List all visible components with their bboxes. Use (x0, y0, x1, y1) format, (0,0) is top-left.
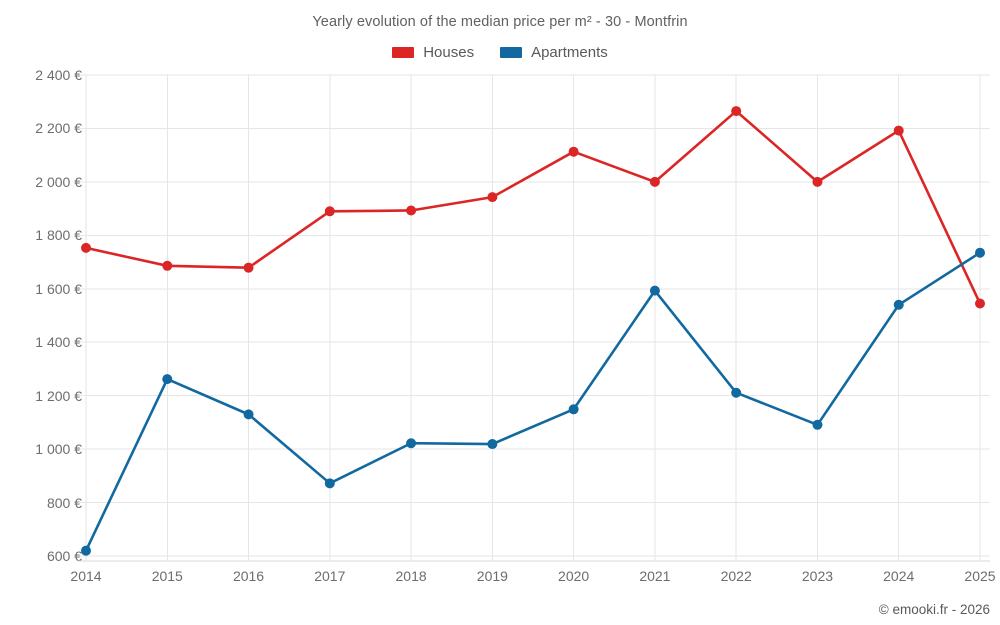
y-axis-tick-label: 1 000 € (35, 441, 82, 458)
x-axis-tick-label-2014: 2014 (70, 568, 102, 584)
data-point-apartments-2021[interactable]: 2021 — Apartments: 1593 € (649, 285, 660, 296)
data-point-houses-2016[interactable]: 2016 — Houses: 1679 € (243, 262, 254, 273)
legend-item-houses[interactable]: Houses (392, 44, 474, 61)
y-axis-tick-label: 1 400 € (35, 334, 82, 351)
data-point-apartments-2014[interactable]: 2014 — Apartments: 620 € (81, 545, 91, 556)
data-point-houses-2014[interactable]: 2014 — Houses: 1753 € (81, 242, 91, 253)
data-point-apartments-2016[interactable]: 2016 — Apartments: 1130 € (243, 409, 254, 420)
data-point-apartments-2022[interactable]: 2022 — Apartments: 1211 € (731, 387, 742, 398)
data-point-apartments-2018[interactable]: 2018 — Apartments: 1022 € (406, 438, 417, 449)
y-axis-tick-label: 600 € (46, 548, 82, 564)
data-point-houses-2025[interactable]: 2025 — Houses: 1545 € (975, 298, 985, 309)
y-axis-tick-label: 1 600 € (35, 280, 82, 297)
y-axis-tick-label: 2 000 € (35, 173, 82, 190)
data-point-houses-2020[interactable]: 2020 — Houses: 2113 € (568, 146, 579, 157)
data-point-apartments-2015[interactable]: 2015 — Apartments: 1262 € (162, 374, 173, 385)
data-point-houses-2015[interactable]: 2015 — Houses: 1686 € (162, 260, 173, 271)
legend-label-houses: Houses (423, 44, 475, 61)
x-axis-tick-label-2016: 2016 (232, 568, 265, 584)
x-axis-tick-label-2017: 2017 (314, 568, 346, 584)
chart-legend: Houses Apartments (0, 44, 1000, 61)
y-axis-tick-label: 800 € (46, 494, 82, 511)
series-line-apartments (84, 251, 982, 552)
x-axis-tick-label-2015: 2015 (151, 568, 183, 584)
data-point-apartments-2020[interactable]: 2020 — Apartments: 1149 € (568, 404, 579, 415)
x-axis-tick-label-2019: 2019 (476, 568, 508, 584)
x-axis-tick-label-2024: 2024 (883, 568, 915, 584)
legend-swatch-apartments (500, 47, 523, 58)
copyright-credit: © emooki.fr - 2026 (878, 602, 990, 617)
y-axis-tick-label: 2 200 € (35, 120, 82, 137)
data-point-houses-2022[interactable]: 2022 — Houses: 2265 € (731, 106, 742, 117)
data-point-apartments-2017[interactable]: 2017 — Apartments: 872 € (324, 478, 335, 489)
x-axis-tick-label-2023: 2023 (801, 568, 834, 584)
y-axis-tick-label: 2 400 € (35, 67, 82, 83)
data-point-apartments-2024[interactable]: 2024 — Apartments: 1540 € (893, 299, 904, 310)
data-point-apartments-2023[interactable]: 2023 — Apartments: 1091 € (812, 419, 823, 430)
data-point-houses-2019[interactable]: 2019 — Houses: 1943 € (487, 192, 498, 203)
y-axis-tick-label: 1 200 € (35, 387, 82, 404)
x-axis-tick-label-2025: 2025 (964, 568, 996, 584)
legend-item-apartments[interactable]: Apartments (500, 44, 608, 61)
x-axis-tick-label-2021: 2021 (639, 568, 671, 584)
x-axis-tick-label-2022: 2022 (720, 568, 752, 584)
y-axis-tick-label: 1 800 € (35, 227, 82, 244)
chart-title: Yearly evolution of the median price per… (312, 14, 688, 30)
legend-label-apartments: Apartments (531, 44, 608, 61)
legend-swatch-houses (392, 47, 415, 58)
data-point-apartments-2019[interactable]: 2019 — Apartments: 1019 € (487, 439, 498, 450)
series-line-houses (84, 109, 982, 305)
data-point-houses-2017[interactable]: 2017 — Houses: 1890 € (324, 206, 335, 217)
y-axis: 600 € 800 € 1 000 € 1 200 € 1 400 € 1 600 € 1 … (0, 0, 82, 625)
data-point-houses-2024[interactable]: 2024 — Houses: 2192 € (893, 125, 904, 136)
data-point-houses-2018[interactable]: 2018 — Houses: 1893 € (406, 205, 417, 216)
x-axis-tick-label-2020: 2020 (558, 568, 590, 584)
data-point-apartments-2025[interactable]: 2025 — Apartments: 1735 € (975, 247, 985, 258)
x-axis-tick-label-2018: 2018 (395, 568, 427, 584)
